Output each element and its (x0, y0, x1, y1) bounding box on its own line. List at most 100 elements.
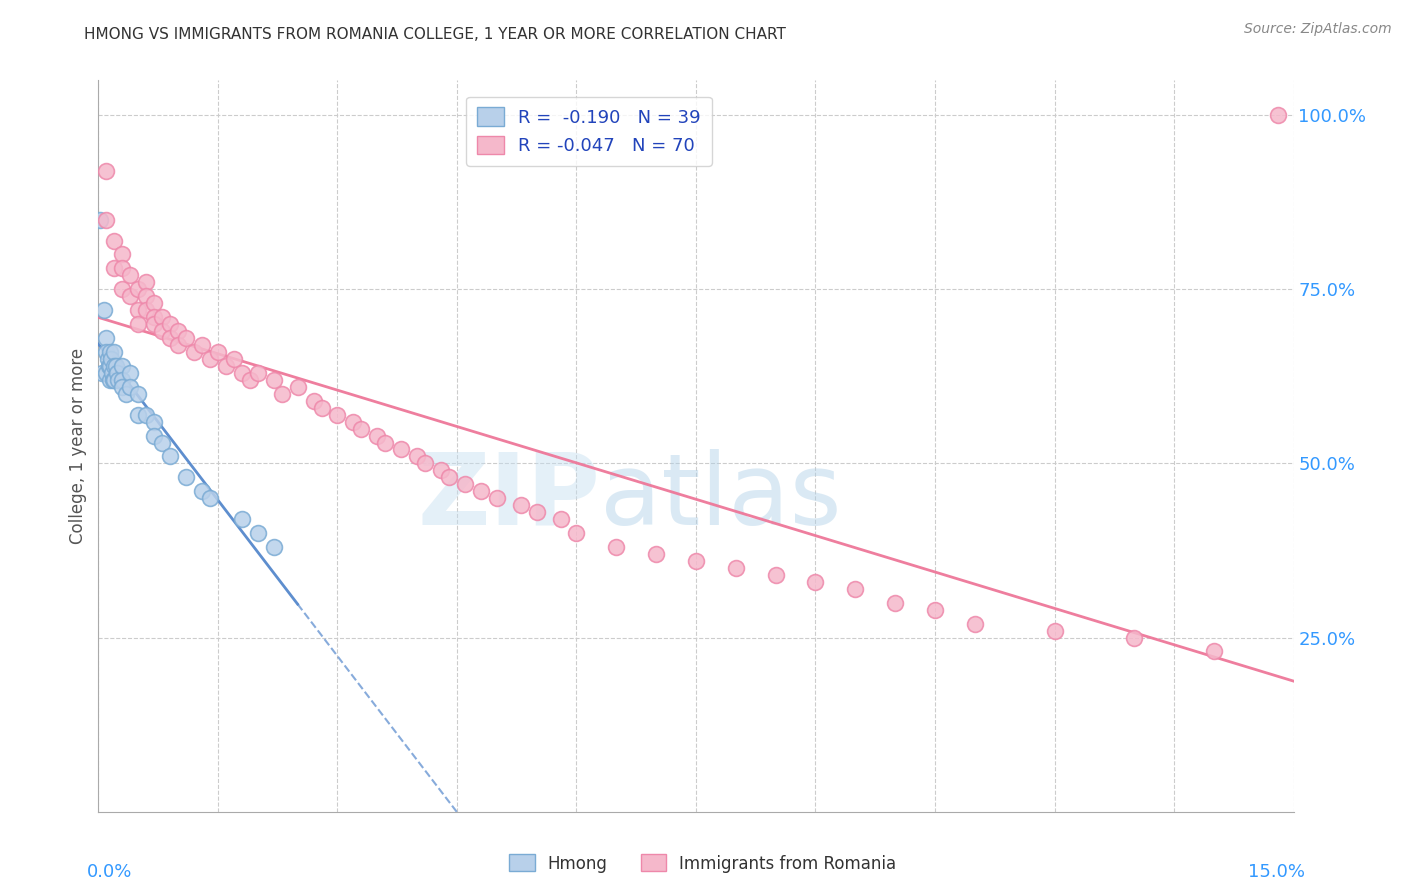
Point (103, 373, 125, 387)
Point (97, 351, 120, 366)
Point (111, 282, 134, 296)
Text: ZIP: ZIP (418, 449, 600, 546)
Point (143, 428, 166, 442)
Point (765, 567, 787, 582)
Point (844, 582, 866, 596)
Point (98, 359, 122, 373)
Point (96, 366, 118, 380)
Text: Source: ZipAtlas.com: Source: ZipAtlas.com (1244, 22, 1392, 37)
Point (127, 408, 149, 422)
Point (342, 415, 364, 429)
Point (97, 359, 120, 373)
Point (159, 331, 181, 345)
Point (198, 351, 221, 366)
Point (326, 408, 349, 422)
Point (143, 310, 166, 325)
Point (183, 345, 205, 359)
Point (246, 366, 269, 380)
Point (191, 484, 214, 499)
Y-axis label: College, 1 year or more: College, 1 year or more (69, 348, 87, 544)
Point (103, 234, 125, 248)
Point (111, 247, 134, 261)
Point (1202, 644, 1225, 658)
Point (302, 393, 325, 408)
Legend: Hmong, Immigrants from Romania: Hmong, Immigrants from Romania (503, 847, 903, 880)
Point (104, 359, 127, 373)
Point (120, 366, 142, 380)
Point (565, 526, 588, 541)
Point (645, 547, 668, 561)
Point (105, 366, 128, 380)
Point (96, 164, 118, 178)
Point (103, 261, 125, 276)
Point (96, 212, 118, 227)
Point (263, 540, 285, 554)
Point (231, 512, 253, 526)
Point (406, 450, 429, 464)
Point (222, 351, 245, 366)
Point (111, 261, 134, 276)
Point (93, 303, 115, 318)
Point (127, 282, 149, 296)
Point (111, 373, 134, 387)
Point (89, 212, 111, 227)
Point (413, 457, 436, 471)
Point (430, 463, 453, 477)
Point (246, 526, 269, 541)
Point (135, 289, 157, 303)
Point (924, 603, 946, 617)
Point (111, 359, 134, 373)
Point (135, 275, 157, 289)
Point (884, 596, 907, 610)
Point (150, 324, 173, 338)
Point (98, 345, 122, 359)
Point (167, 324, 190, 338)
Point (127, 303, 149, 318)
Point (174, 470, 197, 484)
Point (198, 491, 221, 506)
Point (96, 345, 118, 359)
Point (120, 289, 142, 303)
Point (135, 408, 157, 422)
Point (311, 401, 333, 415)
Point (120, 268, 142, 283)
Point (1043, 624, 1066, 638)
Point (270, 386, 292, 401)
Point (685, 554, 707, 568)
Point (804, 574, 827, 589)
Point (167, 338, 190, 352)
Legend: R =  -0.190   N = 39, R = -0.047   N = 70: R = -0.190 N = 39, R = -0.047 N = 70 (465, 96, 711, 166)
Point (389, 442, 412, 457)
Point (263, 373, 285, 387)
Point (174, 331, 197, 345)
Point (159, 317, 181, 331)
Point (454, 477, 477, 491)
Point (91, 366, 114, 380)
Point (127, 317, 149, 331)
Point (485, 491, 508, 506)
Point (1123, 631, 1146, 645)
Point (115, 386, 138, 401)
Point (143, 415, 166, 429)
Point (509, 498, 531, 512)
Point (100, 351, 122, 366)
Point (143, 317, 166, 331)
Point (526, 505, 548, 519)
Point (135, 303, 157, 318)
Text: 0.0%: 0.0% (87, 863, 132, 881)
Point (127, 386, 149, 401)
Point (239, 373, 262, 387)
Point (963, 616, 986, 631)
Point (550, 512, 572, 526)
Point (101, 366, 124, 380)
Point (103, 345, 125, 359)
Point (101, 373, 124, 387)
Point (150, 310, 173, 325)
Point (143, 296, 166, 310)
Point (215, 359, 238, 373)
Point (366, 428, 388, 442)
Point (103, 359, 125, 373)
Point (111, 380, 134, 394)
Point (231, 366, 253, 380)
Point (437, 470, 460, 484)
